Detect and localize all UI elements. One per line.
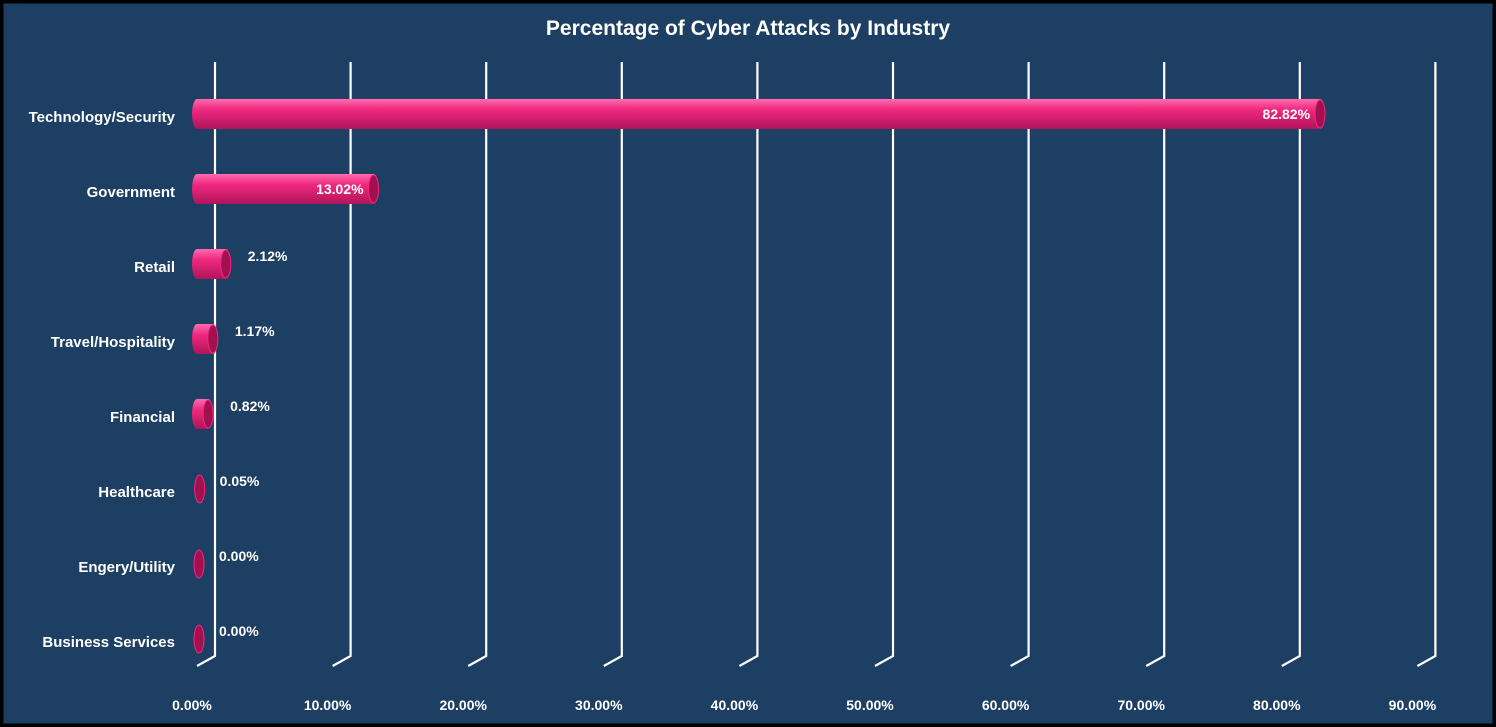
chart-frame: Percentage of Cyber Attacks by Industry … [3, 3, 1493, 724]
bar [193, 549, 205, 579]
bar-end-cap [368, 174, 380, 204]
bar-end-cap [202, 399, 214, 429]
data-label: 13.02% [316, 181, 364, 197]
gridline [603, 62, 623, 667]
category-label: Business Services [42, 634, 175, 651]
x-tick-label: 90.00% [1389, 697, 1437, 713]
bars [192, 99, 1326, 654]
x-tick-label: 30.00% [575, 697, 623, 713]
category-label: Engery/Utility [78, 559, 175, 576]
data-label: 1.17% [235, 323, 275, 339]
x-tick-label: 0.00% [172, 697, 212, 713]
data-label: 0.82% [230, 398, 270, 414]
bar [192, 99, 1326, 129]
gridline [1145, 62, 1166, 667]
x-tick-label: 60.00% [982, 697, 1030, 713]
data-label: 2.12% [248, 248, 288, 264]
data-labels: 82.82% 13.02% 2.12% 1.17% 0.82% 0.05% 0.00% 0.0… [219, 106, 1311, 639]
x-axis-tick-labels: 0.00% 10.00% 20.00% 30.00% 40.00% 50.00% 60.00… [172, 697, 1437, 713]
category-labels: Technology/Security Government Retail Trave… [29, 109, 176, 651]
gridline [874, 62, 895, 667]
bar-body [192, 99, 1326, 129]
gridline [332, 62, 352, 667]
chart-title: Percentage of Cyber Attacks by Industry [546, 17, 950, 40]
x-tick-label: 80.00% [1253, 697, 1301, 713]
bar-end-cap [194, 474, 206, 504]
x-tick-label: 10.00% [304, 697, 352, 713]
x-tick-label: 20.00% [439, 697, 487, 713]
category-label: Travel/Hospitality [51, 334, 176, 351]
data-label: 0.00% [219, 548, 259, 564]
gridline [467, 62, 488, 667]
category-label: Technology/Security [29, 109, 176, 126]
bar-end-cap [207, 324, 219, 354]
bar [192, 324, 219, 354]
bar-end-cap [220, 249, 232, 279]
bar [194, 474, 206, 504]
bar-end-cap [193, 549, 205, 579]
bar-end-cap [1314, 99, 1326, 129]
gridline [1416, 62, 1437, 667]
gridline [1010, 62, 1030, 667]
gridline [1281, 62, 1301, 667]
bar-end-cap [193, 624, 205, 654]
chart-svg: Percentage of Cyber Attacks by Industry … [29, 17, 1437, 713]
bar-body [192, 174, 379, 204]
gridlines [196, 62, 1437, 667]
gridline [738, 62, 759, 667]
data-label: 0.05% [220, 473, 260, 489]
category-label: Healthcare [98, 484, 175, 501]
bar [192, 249, 232, 279]
x-tick-label: 40.00% [711, 697, 759, 713]
bar [192, 174, 380, 204]
data-label: 82.82% [1263, 106, 1311, 122]
x-tick-label: 50.00% [846, 697, 894, 713]
data-label: 0.00% [219, 623, 259, 639]
bar [192, 399, 214, 429]
category-label: Financial [110, 409, 175, 426]
bar [193, 624, 205, 654]
x-tick-label: 70.00% [1117, 697, 1165, 713]
category-label: Government [87, 184, 175, 201]
category-label: Retail [134, 259, 175, 276]
